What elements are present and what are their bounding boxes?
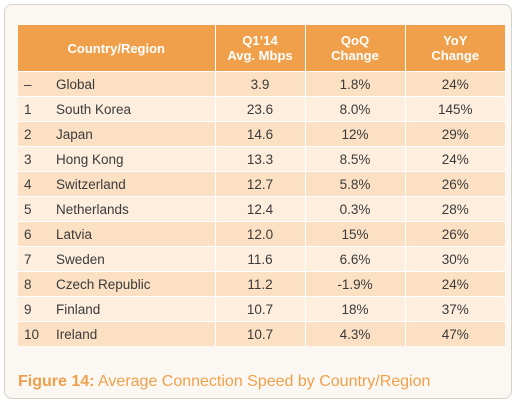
qoq-change-cell: 5.8% <box>304 171 405 197</box>
avg-mbps-cell: 10.7 <box>214 296 305 322</box>
table-row: 9 Finland 10.7 18% 37% <box>18 296 505 322</box>
table-row: 3 Hong Kong 13.3 8.5% 24% <box>18 146 505 172</box>
connection-speed-table-wrapper: Country/Region Q1’14 Avg. Mbps QoQ Chang… <box>18 25 505 346</box>
rank-cell: 3 <box>18 146 46 172</box>
rank-cell: 1 <box>18 96 46 122</box>
country-cell: Global <box>46 71 215 97</box>
yoy-change-cell: 26% <box>404 171 505 197</box>
qoq-change-cell: -1.9% <box>304 271 405 297</box>
qoq-change-cell: 4.3% <box>304 321 405 346</box>
header-qoq-line1: QoQ <box>340 33 370 48</box>
yoy-change-cell: 24% <box>404 71 505 97</box>
qoq-change-cell: 6.6% <box>304 246 405 272</box>
header-qoq-change: QoQ Change <box>304 25 405 72</box>
header-yoy-line1: YoY <box>443 33 468 48</box>
yoy-change-cell: 26% <box>404 221 505 247</box>
figure-caption: Figure 14: Average Connection Speed by C… <box>18 373 430 391</box>
rank-cell: 6 <box>18 221 46 247</box>
qoq-change-cell: 1.8% <box>304 71 405 97</box>
country-cell: Czech Republic <box>46 271 215 297</box>
yoy-change-cell: 30% <box>404 246 505 272</box>
qoq-change-cell: 0.3% <box>304 196 405 222</box>
figure-frame: Country/Region Q1’14 Avg. Mbps QoQ Chang… <box>4 4 512 399</box>
rank-cell: 8 <box>18 271 46 297</box>
header-avg-line2: Avg. Mbps <box>227 48 293 63</box>
table-row: 2 Japan 14.6 12% 29% <box>18 121 505 147</box>
avg-mbps-cell: 12.0 <box>214 221 305 247</box>
rank-cell: 7 <box>18 246 46 272</box>
header-avg-mbps: Q1’14 Avg. Mbps <box>214 25 305 72</box>
table-row: 8 Czech Republic 11.2 -1.9% 24% <box>18 271 505 297</box>
yoy-change-cell: 24% <box>404 146 505 172</box>
avg-mbps-cell: 13.3 <box>214 146 305 172</box>
qoq-change-cell: 8.0% <box>304 96 405 122</box>
qoq-change-cell: 12% <box>304 121 405 147</box>
yoy-change-cell: 37% <box>404 296 505 322</box>
yoy-change-cell: 145% <box>404 96 505 122</box>
rank-cell: 5 <box>18 196 46 222</box>
yoy-change-cell: 29% <box>404 121 505 147</box>
header-country-label: Country/Region <box>67 40 166 56</box>
table-row: 6 Latvia 12.0 15% 26% <box>18 221 505 247</box>
table-row: – Global 3.9 1.8% 24% <box>18 71 505 97</box>
table-row: 4 Switzerland 12.7 5.8% 26% <box>18 171 505 197</box>
qoq-change-cell: 8.5% <box>304 146 405 172</box>
country-cell: Netherlands <box>46 196 215 222</box>
header-yoy-line2: Change <box>431 48 480 63</box>
header-yoy-change: YoY Change <box>404 25 505 72</box>
qoq-change-cell: 18% <box>304 296 405 322</box>
header-avg-line1: Q1’14 <box>242 33 278 48</box>
country-cell: Sweden <box>46 246 215 272</box>
country-cell: Latvia <box>46 221 215 247</box>
table-header: Country/Region Q1’14 Avg. Mbps QoQ Chang… <box>18 25 505 72</box>
header-row: Country/Region Q1’14 Avg. Mbps QoQ Chang… <box>18 25 505 72</box>
table-row: 5 Netherlands 12.4 0.3% 28% <box>18 196 505 222</box>
qoq-change-cell: 15% <box>304 221 405 247</box>
figure-caption-label: Figure 14: <box>18 373 95 390</box>
country-cell: South Korea <box>46 96 215 122</box>
rank-cell: 2 <box>18 121 46 147</box>
table-row: 1 South Korea 23.6 8.0% 145% <box>18 96 505 122</box>
avg-mbps-cell: 23.6 <box>214 96 305 122</box>
avg-mbps-cell: 11.2 <box>214 271 305 297</box>
rank-cell: 9 <box>18 296 46 322</box>
table-row: 7 Sweden 11.6 6.6% 30% <box>18 246 505 272</box>
connection-speed-table: Country/Region Q1’14 Avg. Mbps QoQ Chang… <box>18 25 505 346</box>
country-cell: Hong Kong <box>46 146 215 172</box>
yoy-change-cell: 47% <box>404 321 505 346</box>
yoy-change-cell: 24% <box>404 271 505 297</box>
avg-mbps-cell: 14.6 <box>214 121 305 147</box>
avg-mbps-cell: 11.6 <box>214 246 305 272</box>
figure-caption-text: Average Connection Speed by Country/Regi… <box>94 373 431 390</box>
country-cell: Switzerland <box>46 171 215 197</box>
country-cell: Finland <box>46 296 215 322</box>
rank-cell: – <box>18 71 46 97</box>
avg-mbps-cell: 10.7 <box>214 321 305 346</box>
rank-cell: 10 <box>18 321 46 346</box>
header-qoq-line2: Change <box>331 48 379 63</box>
country-cell: Ireland <box>46 321 215 346</box>
rank-cell: 4 <box>18 171 46 197</box>
avg-mbps-cell: 3.9 <box>214 71 305 97</box>
table-row: 10 Ireland 10.7 4.3% 47% <box>18 321 505 346</box>
country-cell: Japan <box>46 121 215 147</box>
avg-mbps-cell: 12.7 <box>214 171 305 197</box>
yoy-change-cell: 28% <box>404 196 505 222</box>
avg-mbps-cell: 12.4 <box>214 196 305 222</box>
header-country-region: Country/Region <box>18 25 215 72</box>
table-body: – Global 3.9 1.8% 24% 1 South Korea 23.6… <box>18 71 505 346</box>
